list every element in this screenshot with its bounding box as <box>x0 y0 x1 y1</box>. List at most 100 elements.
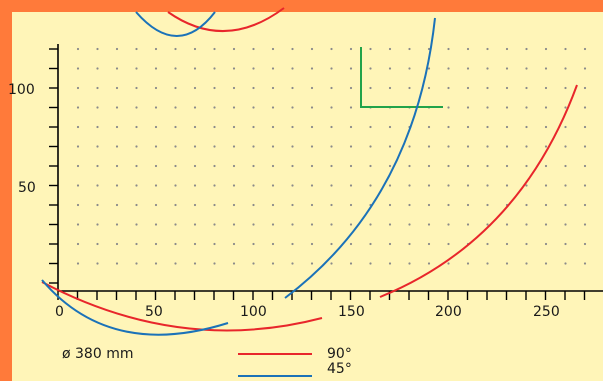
grid-dot <box>291 164 294 168</box>
diameter-caption: ø 380 mm <box>62 346 134 362</box>
grid-dot <box>505 106 509 109</box>
grid-dot <box>115 184 119 187</box>
grid-dot <box>408 262 411 265</box>
grid-dot <box>252 262 255 265</box>
grid-dot <box>252 203 255 207</box>
grid-dot <box>310 164 314 168</box>
grid-dot <box>330 242 333 246</box>
grid-dot <box>310 262 314 265</box>
grid-dot <box>330 164 333 168</box>
grid-dot <box>310 86 314 90</box>
grid-dot <box>408 164 411 168</box>
grid-dot <box>427 67 431 70</box>
grid-dot <box>76 145 80 148</box>
grid-dot <box>525 262 528 265</box>
grid-dot <box>564 145 567 148</box>
grid-dot <box>291 223 294 226</box>
grid-dot <box>369 86 372 90</box>
grid-dot <box>232 125 236 129</box>
grid-dot <box>505 164 509 168</box>
grid-dot <box>544 184 548 187</box>
grid-dot <box>252 164 255 168</box>
grid-dot <box>115 106 119 109</box>
grid-dot <box>408 67 411 70</box>
grid-dot <box>76 164 80 168</box>
grid-dot <box>544 203 548 207</box>
grid-dot <box>252 242 255 246</box>
grid-dot <box>193 223 197 226</box>
grid-dot <box>193 203 197 207</box>
grid-dot <box>96 242 99 246</box>
reference-marker <box>360 47 443 108</box>
grid-dot <box>135 86 138 90</box>
legend-label-90: 90° <box>327 346 352 362</box>
grid-dot <box>544 262 548 265</box>
grid-dot <box>310 242 314 246</box>
grid-dot <box>583 262 587 265</box>
grid-dot <box>583 67 587 70</box>
grid-dot <box>154 145 158 148</box>
grid-dot <box>408 145 411 148</box>
grid-dot <box>583 47 587 51</box>
grid-dot <box>174 67 177 70</box>
x-tick-label-100: 100 <box>240 304 267 320</box>
grid-dot <box>447 106 450 109</box>
grid-dot <box>213 106 216 109</box>
curve-45-top <box>135 11 216 37</box>
grid-dot <box>213 184 216 187</box>
grid-dot <box>271 86 275 90</box>
grid-dot <box>96 262 99 265</box>
grid-dot <box>271 242 275 246</box>
grid-dot <box>252 106 255 109</box>
grid-dot <box>408 223 411 226</box>
grid-dot <box>154 242 158 246</box>
grid-dot <box>174 164 177 168</box>
grid-dot <box>466 164 470 168</box>
grid-dot <box>369 67 372 70</box>
grid-dot <box>154 164 158 168</box>
grid-dot <box>349 262 353 265</box>
grid-dot <box>505 86 509 90</box>
grid-dot <box>447 184 450 187</box>
grid-dot <box>525 242 528 246</box>
grid-dot <box>544 86 548 90</box>
grid-dot <box>544 223 548 226</box>
grid-dot <box>174 203 177 207</box>
grid-dot <box>408 86 411 90</box>
grid-dot <box>232 47 236 51</box>
grid-dot <box>193 242 197 246</box>
grid-dot <box>115 47 119 51</box>
grid-dot <box>115 262 119 265</box>
grid-dot <box>427 242 431 246</box>
grid-dot <box>115 86 119 90</box>
x-tick-label-0: 0 <box>55 304 64 320</box>
grid-dot <box>349 184 353 187</box>
grid-dot <box>330 262 333 265</box>
grid-dot <box>96 223 99 226</box>
grid-dot <box>544 242 548 246</box>
grid-dot <box>388 262 392 265</box>
grid-dot <box>505 242 509 246</box>
grid-dot <box>544 125 548 129</box>
grid-dot <box>96 164 99 168</box>
grid-dot <box>291 106 294 109</box>
grid-dot <box>213 125 216 129</box>
grid-dot <box>213 86 216 90</box>
grid-dot <box>193 106 197 109</box>
grid-dot <box>525 86 528 90</box>
grid-dot <box>564 262 567 265</box>
grid-dot <box>76 242 80 246</box>
x-tick-label-150: 150 <box>338 304 365 320</box>
grid-dot <box>135 125 138 129</box>
grid-dot <box>427 164 431 168</box>
grid-dot <box>232 86 236 90</box>
grid-dot <box>154 47 158 51</box>
grid-dot <box>135 47 138 51</box>
grid-dot <box>232 106 236 109</box>
grid-dot <box>174 145 177 148</box>
grid-dot <box>447 86 450 90</box>
grid-dots <box>76 47 587 265</box>
grid-dot <box>408 203 411 207</box>
grid-dot <box>583 106 587 109</box>
